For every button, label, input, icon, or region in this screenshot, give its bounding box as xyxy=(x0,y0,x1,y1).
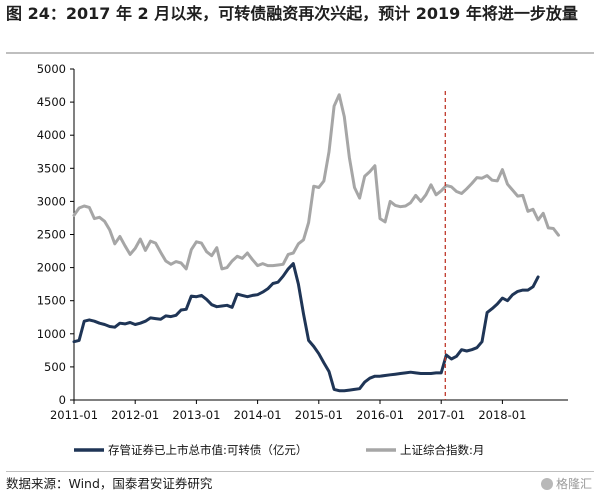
watermark-text: 格隆汇 xyxy=(555,477,592,491)
source-note: 数据来源：Wind，国泰君安证券研究 xyxy=(6,476,213,491)
y-tick-label: 0 xyxy=(59,393,66,407)
legend-item-shanghai-composite-label: 上证综合指数:月 xyxy=(400,443,484,457)
line-chart: 0 500 1000 1500 2000 2500 3000 3500 4000 4500 5000… xyxy=(37,62,568,457)
y-tick-label: 2500 xyxy=(37,228,66,242)
y-tick-label: 4500 xyxy=(37,95,66,109)
x-tick-label: 2011-01 xyxy=(50,408,98,422)
series-layer xyxy=(72,93,560,393)
y-tick-label: 1500 xyxy=(37,294,66,308)
y-tick-label: 4000 xyxy=(37,128,66,142)
legend-item-convertible-bond-label: 存管证券已上市总市值:可转债（亿元） xyxy=(108,443,307,457)
x-tick-label: 2014-01 xyxy=(234,408,282,422)
y-tick-label: 500 xyxy=(44,360,66,374)
watermark: 格隆汇 xyxy=(540,475,592,493)
source-divider xyxy=(6,471,594,472)
page-title: 图 24：2017 年 2 月以来，可转债融资再次兴起，预计 2019 年将进一… xyxy=(6,4,578,23)
x-tick-label: 2012-01 xyxy=(111,408,159,422)
x-axis: 2011-01 2012-01 2013-01 2014-01 2015-01 2016-… xyxy=(50,399,568,422)
y-tick-label: 5000 xyxy=(37,62,66,76)
x-tick-label: 2017-01 xyxy=(417,408,465,422)
x-tick-label: 2015-01 xyxy=(295,408,343,422)
x-tick-label: 2016-01 xyxy=(356,408,404,422)
series-line-shanghai-composite xyxy=(72,93,560,271)
y-axis: 0 500 1000 1500 2000 2500 3000 3500 4000 4500 5000 xyxy=(37,62,75,407)
watermark-logo-icon xyxy=(540,478,553,490)
y-tick-label: 1000 xyxy=(37,327,66,341)
y-tick-label: 2000 xyxy=(37,261,66,275)
title-divider xyxy=(6,52,594,54)
y-tick-label: 3000 xyxy=(37,194,66,208)
legend: 存管证券已上市总市值:可转债（亿元） 上证综合指数:月 xyxy=(74,443,484,457)
y-tick-label: 3500 xyxy=(37,161,66,175)
x-tick-label: 2013-01 xyxy=(172,408,220,422)
series-line-convertible-bond-value xyxy=(72,262,540,393)
x-tick-label: 2018-01 xyxy=(478,408,526,422)
